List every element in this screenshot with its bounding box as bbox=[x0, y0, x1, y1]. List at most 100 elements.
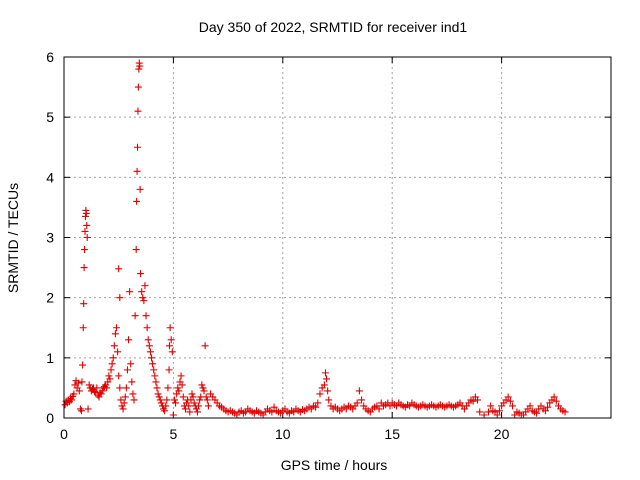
data-point bbox=[188, 390, 196, 398]
x-axis-label: GPS time / hours bbox=[281, 457, 388, 473]
data-point bbox=[476, 408, 484, 416]
data-point bbox=[175, 387, 183, 395]
data-point bbox=[178, 381, 186, 389]
data-point bbox=[68, 396, 76, 404]
data-point bbox=[150, 366, 158, 374]
data-point bbox=[136, 62, 144, 70]
data-point bbox=[156, 396, 164, 404]
data-point bbox=[78, 378, 86, 386]
data-point bbox=[146, 348, 154, 356]
data-point bbox=[185, 402, 193, 410]
data-point bbox=[85, 381, 93, 389]
y-tick-label: 5 bbox=[46, 109, 54, 125]
data-point bbox=[533, 409, 541, 417]
data-point bbox=[125, 336, 133, 344]
data-point bbox=[148, 354, 156, 362]
data-point bbox=[487, 402, 495, 410]
data-point bbox=[83, 221, 91, 229]
data-point bbox=[493, 411, 501, 419]
data-point bbox=[270, 403, 278, 411]
x-tick-label: 5 bbox=[170, 426, 178, 442]
data-point bbox=[136, 185, 144, 193]
data-point bbox=[375, 405, 383, 413]
data-point bbox=[526, 402, 534, 410]
plot-frame bbox=[63, 56, 612, 419]
data-point bbox=[111, 330, 119, 338]
data-point bbox=[165, 366, 173, 374]
data-point bbox=[155, 393, 163, 401]
data-point bbox=[131, 312, 139, 320]
data-point bbox=[474, 396, 482, 404]
data-point bbox=[165, 342, 173, 350]
data-point bbox=[199, 384, 207, 392]
data-point bbox=[132, 246, 140, 254]
y-axis-label: SRMTID / TECUs bbox=[5, 183, 21, 293]
chart-title: Day 350 of 2022, SRMTID for receiver ind… bbox=[199, 19, 468, 35]
data-point bbox=[202, 393, 210, 401]
data-point bbox=[358, 396, 366, 404]
data-point bbox=[103, 384, 111, 392]
data-point bbox=[314, 399, 322, 407]
data-point bbox=[177, 372, 185, 380]
data-point bbox=[127, 360, 135, 368]
tick-marks bbox=[63, 56, 611, 419]
data-point bbox=[541, 407, 549, 415]
data-point bbox=[154, 390, 162, 398]
data-point bbox=[134, 143, 142, 151]
data-point bbox=[268, 408, 276, 416]
data-point bbox=[484, 408, 492, 416]
data-point bbox=[126, 288, 134, 296]
data-point bbox=[98, 387, 106, 395]
data-point bbox=[193, 408, 201, 416]
data-point bbox=[74, 379, 82, 387]
data-point bbox=[134, 107, 142, 115]
data-point bbox=[113, 324, 121, 332]
data-point bbox=[316, 390, 324, 398]
x-tick-label: 20 bbox=[494, 426, 510, 442]
data-point bbox=[163, 396, 171, 404]
data-point bbox=[166, 324, 174, 332]
data-point bbox=[115, 265, 123, 273]
data-point bbox=[204, 402, 212, 410]
data-point bbox=[153, 384, 161, 392]
data-point bbox=[174, 384, 182, 392]
data-point bbox=[312, 403, 320, 411]
data-point bbox=[198, 381, 206, 389]
data-point bbox=[83, 234, 91, 241]
data-point bbox=[141, 282, 149, 290]
data-point bbox=[122, 384, 130, 392]
data-point bbox=[353, 399, 361, 407]
y-tick-label: 2 bbox=[46, 290, 54, 306]
data-point bbox=[82, 209, 90, 217]
data-point bbox=[91, 388, 99, 396]
data-point bbox=[161, 407, 169, 415]
data-point bbox=[138, 288, 146, 296]
data-point bbox=[321, 369, 329, 377]
data-point bbox=[139, 294, 147, 302]
data-point bbox=[162, 402, 170, 410]
data-point bbox=[128, 378, 136, 386]
data-point bbox=[172, 399, 180, 407]
data-point bbox=[142, 312, 150, 320]
data-point bbox=[355, 387, 363, 395]
data-point bbox=[110, 342, 118, 350]
data-point bbox=[561, 408, 569, 416]
data-point bbox=[84, 405, 92, 413]
data-point bbox=[133, 167, 141, 175]
data-point bbox=[115, 372, 123, 380]
data-point bbox=[552, 397, 560, 405]
data-point bbox=[143, 324, 151, 332]
data-point bbox=[544, 403, 552, 411]
data-point bbox=[203, 396, 211, 404]
data-point bbox=[119, 405, 127, 413]
data-point bbox=[116, 384, 124, 392]
data-point bbox=[181, 405, 189, 413]
data-point bbox=[195, 402, 203, 410]
data-point bbox=[70, 390, 78, 398]
data-point bbox=[140, 297, 148, 305]
tick-labels: 0 5 10 15 20 0 1 2 3 4 5 6 bbox=[46, 49, 509, 442]
data-point bbox=[179, 393, 187, 401]
data-point bbox=[81, 227, 89, 235]
data-point bbox=[81, 212, 89, 220]
